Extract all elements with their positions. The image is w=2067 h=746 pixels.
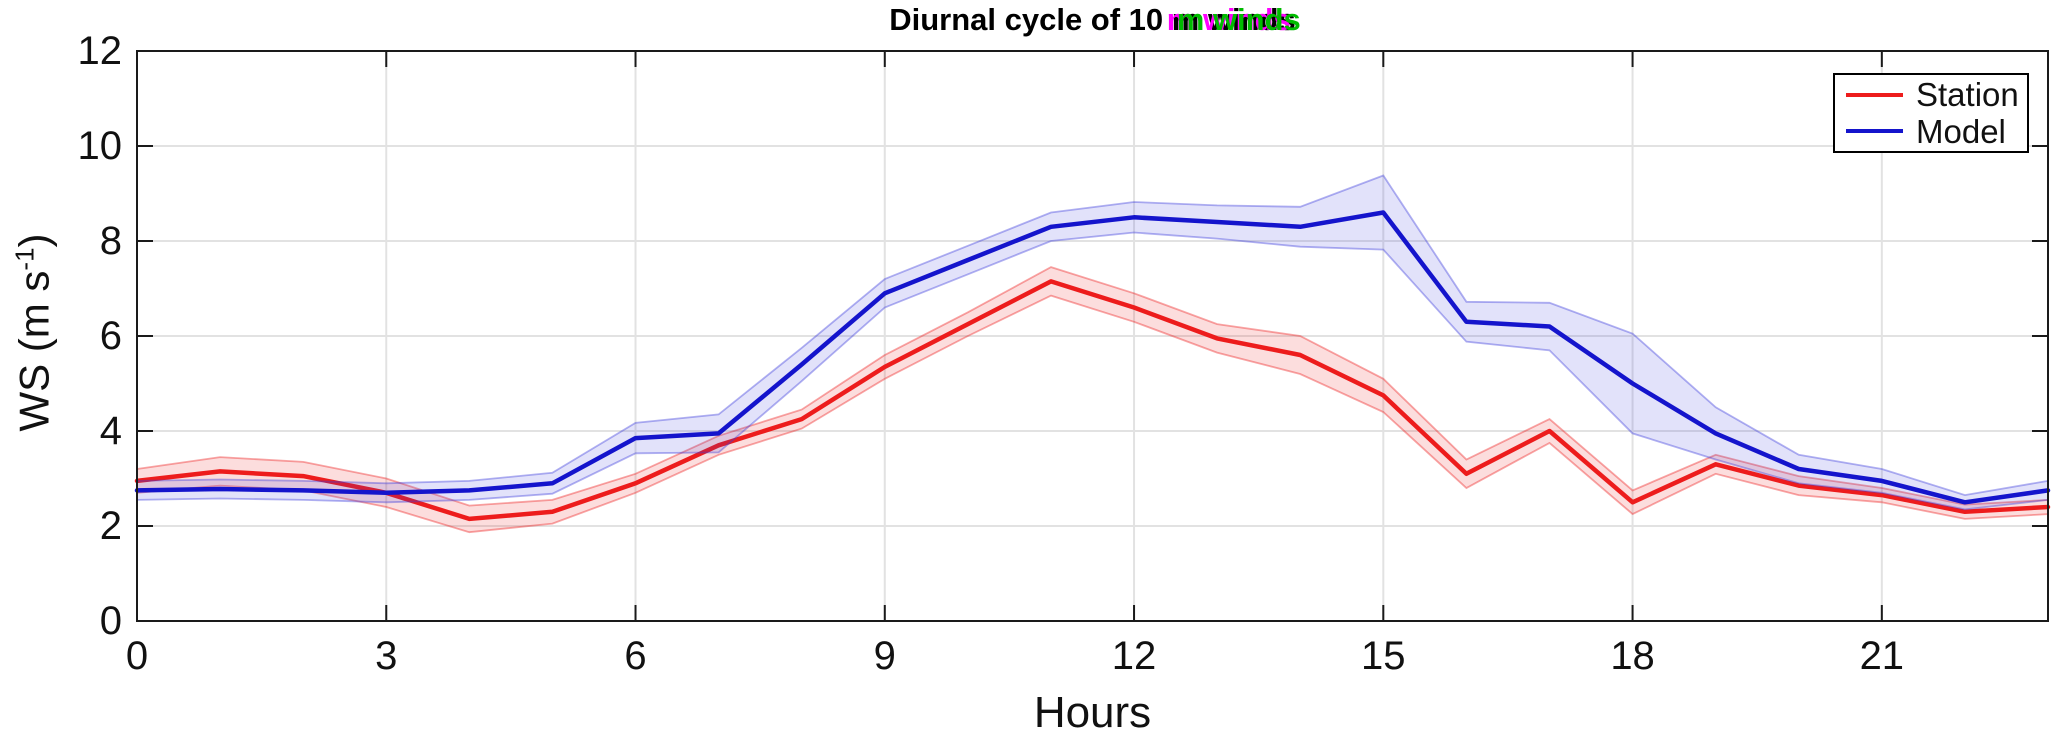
- chart-title: Diurnal cycle of 10 m winds m winds m wind…: [137, 2, 2048, 38]
- x-tick-label: 9: [873, 634, 896, 678]
- x-tick-label: 3: [375, 634, 398, 678]
- y-axis-title: WS (m s-1): [9, 233, 58, 432]
- legend-label-model: Model: [1916, 112, 2006, 150]
- chart-title-overlap-green: m winds: [1176, 2, 1301, 37]
- legend-item-model: Model: [1835, 115, 2027, 148]
- y-tick-label: 6: [99, 314, 122, 358]
- y-tick-label: 4: [99, 409, 122, 453]
- x-tick-label: 15: [1361, 634, 1406, 678]
- station-line-sample: [1846, 92, 1903, 97]
- x-tick-label: 12: [1111, 634, 1157, 678]
- y-tick-label: 8: [99, 219, 122, 263]
- y-tick-label: 10: [77, 124, 123, 168]
- chart-title-prefix: Diurnal cycle of 10: [889, 2, 1172, 37]
- x-tick-label: 0: [125, 634, 149, 678]
- x-tick-label: 6: [624, 634, 647, 678]
- y-tick-label: 0: [99, 599, 122, 643]
- y-tick-label: 12: [77, 29, 123, 73]
- model-line-sample: [1846, 129, 1903, 134]
- y-tick-label: 2: [99, 504, 122, 548]
- chart-title-overlap: m winds m winds m winds: [1167, 2, 1301, 38]
- chart-title-overlap-black: m winds: [1171, 2, 1296, 37]
- legend: Station Model: [1833, 73, 2029, 153]
- x-tick-label: 21: [1859, 634, 1905, 678]
- chart-title-overlap-magenta: m winds: [1166, 2, 1291, 37]
- legend-item-station: Station: [1835, 78, 2027, 111]
- legend-label-station: Station: [1916, 76, 2019, 114]
- x-tick-label: 18: [1610, 634, 1655, 678]
- x-axis-title: Hours: [1033, 688, 1152, 737]
